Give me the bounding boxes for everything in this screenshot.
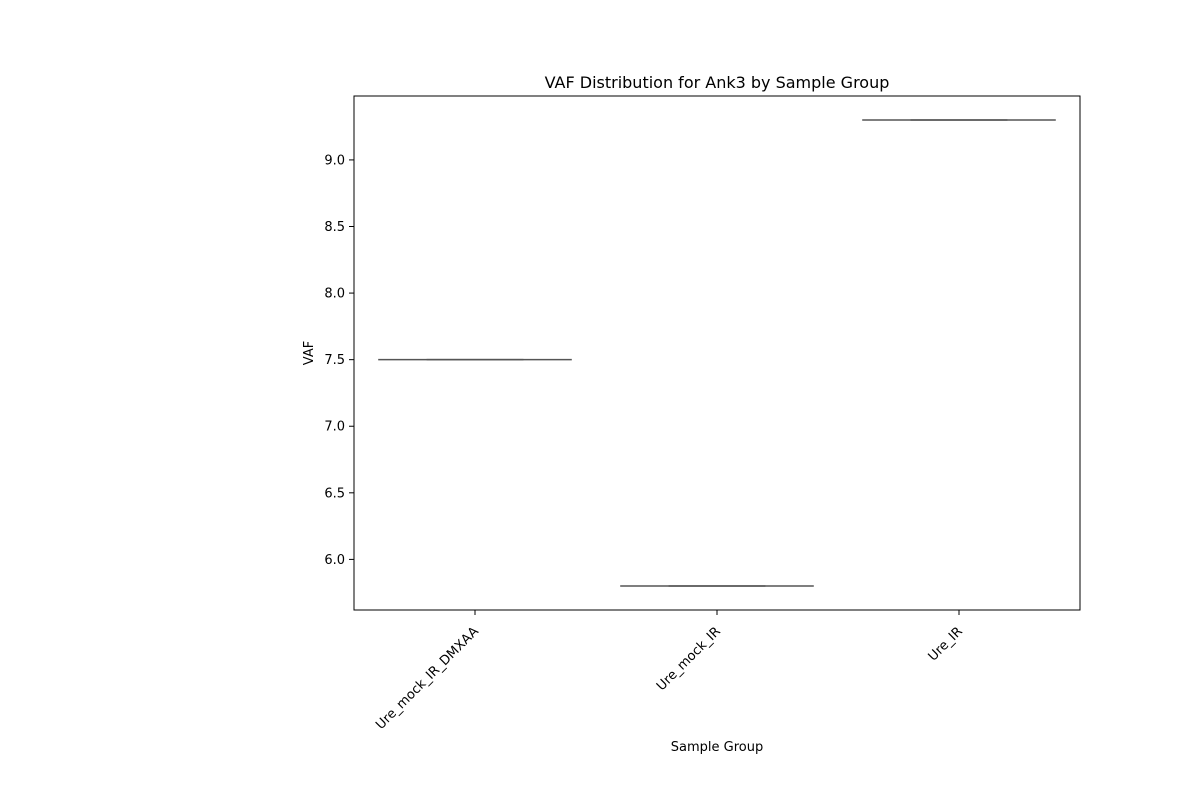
x-tick-label: Ure_IR [926,624,966,664]
y-tick-label: 7.5 [324,353,345,368]
y-tick-label: 6.0 [324,553,345,568]
y-axis-label: VAF [302,341,317,365]
y-tick-label: 8.0 [324,287,345,302]
y-tick-label: 7.0 [324,420,345,435]
y-tick-label: 6.5 [324,486,345,501]
y-axis-ticks: 6.0 6.5 7.0 7.5 8.0 8.5 9.0 [324,153,354,568]
y-tick-label: 8.5 [324,220,345,235]
plot-area [353,95,1081,611]
x-axis-ticks: Ure_mock_IR_DMXAA Ure_mock_IR Ure_IR [373,610,966,733]
y-tick-label: 9.0 [324,153,345,168]
x-tick-label: Ure_mock_IR [654,624,724,694]
x-tick-label: Ure_mock_IR_DMXAA [373,624,482,733]
box-series [378,119,1056,587]
chart-title: VAF Distribution for Ank3 by Sample Grou… [545,73,890,92]
x-axis-label: Sample Group [671,740,763,755]
